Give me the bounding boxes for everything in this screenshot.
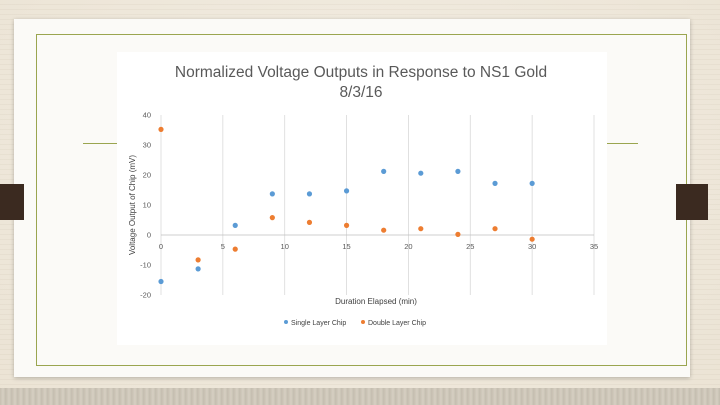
single-layer-point bbox=[492, 180, 498, 186]
double-layer-point bbox=[158, 126, 164, 132]
legend: Single Layer Chip Double Layer Chip bbox=[284, 320, 426, 327]
x-tick-label: 20 bbox=[404, 242, 412, 251]
x-tick-label: 0 bbox=[159, 242, 163, 251]
double-layer-point bbox=[455, 231, 461, 237]
single-layer-point bbox=[158, 278, 164, 285]
single-layer-point bbox=[232, 222, 238, 228]
legend-label-single: Single Layer Chip bbox=[291, 320, 346, 327]
y-tick-label: 0 bbox=[147, 231, 151, 240]
single-layer-point bbox=[418, 170, 424, 176]
single-layer-point bbox=[529, 180, 535, 186]
double-layer-point bbox=[343, 222, 350, 228]
chart-title-line-2: 8/3/16 bbox=[339, 84, 382, 101]
x-tick-label: 35 bbox=[590, 242, 598, 251]
double-layer-point bbox=[381, 227, 387, 233]
x-tick-label: 5 bbox=[221, 242, 225, 251]
chart-area bbox=[117, 52, 607, 345]
x-axis-label: Duration Elapsed (min) bbox=[335, 297, 417, 306]
left-tab bbox=[0, 184, 24, 220]
double-layer-point bbox=[529, 236, 535, 242]
y-axis-label: Voltage Output of Chip (mV) bbox=[128, 155, 137, 255]
legend-marker-single bbox=[284, 320, 288, 324]
single-layer-point bbox=[306, 191, 313, 197]
right-tab bbox=[676, 184, 708, 220]
double-layer-point bbox=[418, 226, 424, 232]
y-tick-label: 10 bbox=[143, 201, 151, 210]
y-tick-label: 30 bbox=[143, 141, 151, 150]
left-accent-rule bbox=[83, 143, 117, 144]
single-layer-point bbox=[269, 191, 275, 197]
y-tick-label: 40 bbox=[143, 111, 151, 120]
x-tick-label: 15 bbox=[342, 242, 350, 251]
y-tick-label: -10 bbox=[140, 261, 151, 270]
legend-marker-double bbox=[361, 320, 365, 324]
y-tick-label: 20 bbox=[143, 171, 151, 180]
y-tick-label: -20 bbox=[140, 291, 151, 300]
single-layer-point bbox=[195, 266, 201, 272]
right-accent-rule bbox=[607, 143, 638, 144]
single-layer-point bbox=[381, 168, 387, 174]
single-layer-point bbox=[343, 188, 350, 194]
x-tick-label: 10 bbox=[281, 242, 289, 251]
double-layer-point bbox=[232, 246, 238, 252]
double-layer-point bbox=[306, 219, 313, 225]
x-tick-label: 30 bbox=[528, 242, 536, 251]
double-layer-point bbox=[269, 215, 275, 221]
slide-bottom-strip bbox=[0, 388, 720, 405]
single-layer-point bbox=[455, 168, 461, 174]
double-layer-point bbox=[195, 257, 201, 263]
chart-title-line-1: Normalized Voltage Outputs in Response t… bbox=[175, 64, 547, 81]
x-tick-label: 25 bbox=[466, 242, 474, 251]
double-layer-point bbox=[492, 226, 498, 232]
legend-label-double: Double Layer Chip bbox=[368, 320, 426, 327]
